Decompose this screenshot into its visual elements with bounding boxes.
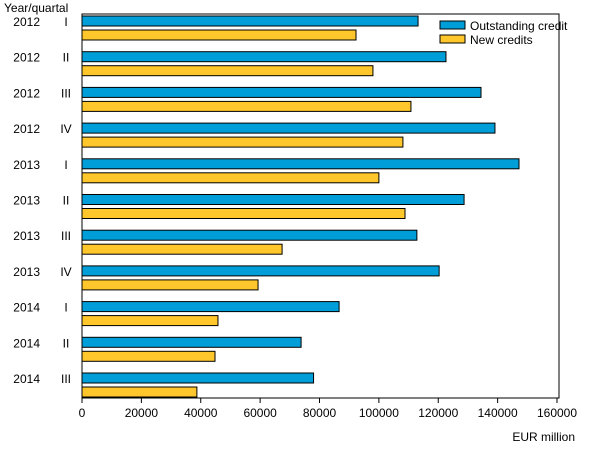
x-tick-label: 80000 [303, 406, 337, 420]
category-year-label: 2012 [13, 15, 40, 29]
category-quarter-label: II [63, 51, 70, 65]
category-year-label: 2012 [13, 86, 40, 100]
category-quarter-label: II [63, 336, 70, 350]
legend-swatch-new-credits [439, 34, 466, 44]
bar-new-credits-2014-III [81, 386, 198, 398]
category-year-label: 2013 [13, 158, 40, 172]
bar-new-credits-2014-II [81, 350, 216, 362]
legend-label-new-credits: New credits [470, 33, 533, 47]
category-quarter-label: III [61, 229, 71, 243]
category-quarter-label: I [64, 158, 67, 172]
bar-outstanding-credit-2014-III [81, 372, 315, 384]
bar-outstanding-credit-2012-II [81, 51, 447, 63]
bar-outstanding-credit-2012-I [81, 15, 419, 27]
bar-outstanding-credit-2013-I [81, 158, 520, 170]
category-year-label: 2012 [13, 122, 40, 136]
category-quarter-label: III [61, 86, 71, 100]
plot-frame [81, 13, 560, 399]
category-year-label: 2013 [13, 265, 40, 279]
x-axis-title: EUR million [512, 430, 575, 444]
category-year-label: 2014 [13, 336, 40, 350]
category-quarter-label: III [61, 372, 71, 386]
bar-outstanding-credit-2014-I [81, 301, 340, 313]
y-axis-title: Year/quartal [4, 1, 68, 15]
x-tick-label: 40000 [184, 406, 218, 420]
x-tick-label: 60000 [243, 406, 277, 420]
bar-new-credits-2013-IV [81, 279, 259, 291]
category-quarter-label: I [64, 301, 67, 315]
bar-outstanding-credit-2013-III [81, 229, 418, 241]
bar-new-credits-2012-II [81, 65, 374, 77]
category-quarter-label: IV [60, 265, 71, 279]
bar-new-credits-2013-III [81, 243, 283, 255]
bar-outstanding-credit-2012-III [81, 86, 482, 98]
x-tick-label: 120000 [418, 406, 458, 420]
legend: Outstanding credit New credits [439, 19, 568, 47]
category-quarter-label: I [64, 15, 67, 29]
x-tick-label: 160000 [537, 406, 577, 420]
bar-new-credits-2012-IV [81, 136, 404, 148]
category-year-label: 2014 [13, 372, 40, 386]
category-year-label: 2014 [13, 301, 40, 315]
x-tick-label: 100000 [359, 406, 399, 420]
bar-new-credits-2014-I [81, 315, 219, 327]
bar-outstanding-credit-2013-II [81, 194, 465, 205]
x-tick-label: 140000 [478, 406, 518, 420]
category-year-label: 2013 [13, 229, 40, 243]
bar-outstanding-credit-2012-IV [81, 122, 496, 134]
x-tick-label: 0 [79, 406, 86, 420]
bar-new-credits-2012-III [81, 100, 412, 112]
bar-outstanding-credit-2014-II [81, 336, 302, 348]
legend-swatch-outstanding-credit [439, 20, 466, 30]
bar-outstanding-credit-2013-IV [81, 265, 440, 277]
category-quarter-label: IV [60, 122, 71, 136]
category-quarter-label: II [63, 194, 70, 208]
x-tick-label: 20000 [125, 406, 159, 420]
bar-new-credits-2012-I [81, 29, 357, 41]
legend-label-outstanding-credit: Outstanding credit [470, 19, 568, 33]
category-year-label: 2013 [13, 194, 40, 208]
bar-new-credits-2013-II [81, 208, 406, 219]
bar-new-credits-2013-I [81, 172, 380, 184]
category-year-label: 2012 [13, 51, 40, 65]
